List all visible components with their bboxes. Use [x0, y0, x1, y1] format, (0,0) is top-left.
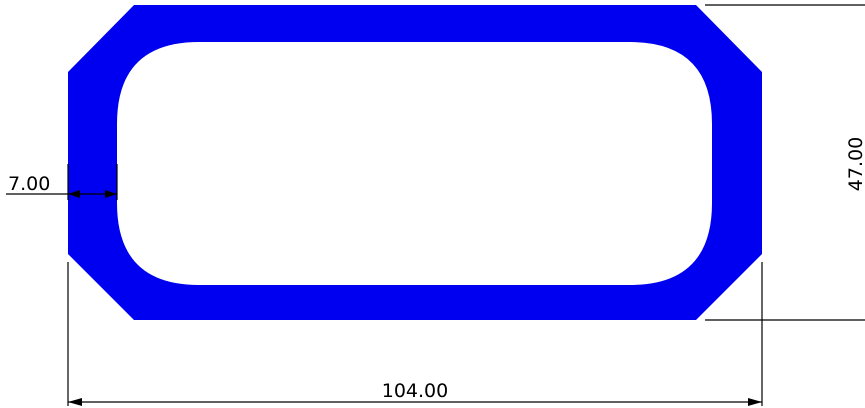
height-dimension: 47.00 [705, 4, 865, 321]
width-arrow-left [68, 398, 82, 406]
octagonal-tube-profile [68, 5, 762, 320]
thickness-arrow-right [105, 190, 117, 198]
height-dimension-label: 47.00 [845, 137, 865, 191]
width-arrow-right [748, 398, 762, 406]
thickness-dimension-label: 7.00 [8, 173, 50, 195]
thickness-arrow-left [68, 190, 80, 198]
thickness-dimension: 7.00 [6, 164, 118, 200]
width-dimension: 104.00 [67, 262, 763, 406]
width-dimension-label: 104.00 [382, 380, 448, 402]
